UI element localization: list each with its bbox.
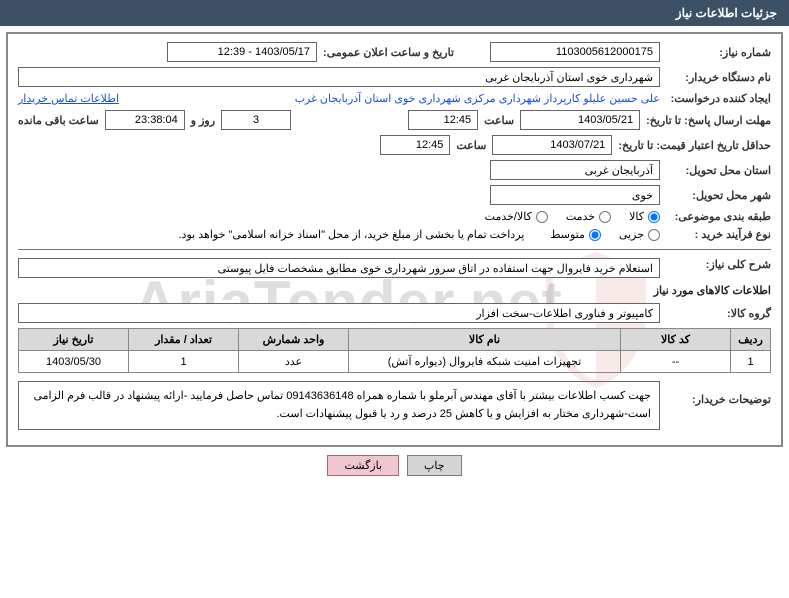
radio-medium[interactable]: متوسط <box>550 228 601 241</box>
main-panel: شماره نیاز: 1103005612000175 تاریخ و ساع… <box>6 32 783 447</box>
label-process: نوع فرآیند خرید : <box>666 228 771 241</box>
cell-code: -- <box>621 351 731 373</box>
label-need-no: شماره نیاز: <box>666 46 771 59</box>
label-hour-2: ساعت <box>456 139 486 152</box>
label-announce-dt: تاریخ و ساعت اعلان عمومی: <box>323 46 454 59</box>
label-city: شهر محل تحویل: <box>666 189 771 202</box>
label-goods-group: گروه کالا: <box>666 307 771 320</box>
radio-service[interactable]: خدمت <box>566 210 611 223</box>
field-buyer-org: شهرداری خوی استان آذربایجان غربی <box>18 67 660 87</box>
field-reply-time: 12:45 <box>408 110 478 130</box>
field-requester: علی حسین علیلو کارپرداز شهرداری مرکزی شه… <box>125 92 660 105</box>
field-city: خوی <box>490 185 660 205</box>
table-header-row: ردیف کد کالا نام کالا واحد شمارش تعداد /… <box>19 329 771 351</box>
field-goods-group: کامپیوتر و فناوری اطلاعات-سخت افزار <box>18 303 660 323</box>
field-min-valid-date: 1403/07/21 <box>492 135 612 155</box>
field-reply-date: 1403/05/21 <box>520 110 640 130</box>
label-buyer-notes: توضیحات خریدار: <box>666 381 771 406</box>
label-province: استان محل تحویل: <box>666 164 771 177</box>
process-note: پرداخت تمام یا بخشی از مبلغ خرید، از محل… <box>179 228 525 241</box>
label-category: طبقه بندی موضوعی: <box>666 210 771 223</box>
goods-info-title: اطلاعات کالاهای مورد نیاز <box>18 284 771 297</box>
radio-minor[interactable]: جزیی <box>619 228 660 241</box>
field-min-valid-time: 12:45 <box>380 135 450 155</box>
goods-table: ردیف کد کالا نام کالا واحد شمارش تعداد /… <box>18 328 771 373</box>
title-bar: جزئیات اطلاعات نیاز <box>0 0 789 26</box>
label-overall-desc: شرح کلی نیاز: <box>666 258 771 271</box>
cell-name: تجهیزات امنیت شبکه فایروال (دیواره آتش) <box>349 351 621 373</box>
th-unit: واحد شمارش <box>239 329 349 351</box>
print-button[interactable]: چاپ <box>407 455 462 476</box>
field-province: آذربایجان غربی <box>490 160 660 180</box>
field-overall-desc: استعلام خرید فایروال جهت استفاده در اتاق… <box>18 258 660 278</box>
category-radios: کالا خدمت کالا/خدمت <box>485 210 660 223</box>
buyer-notes-box: جهت کسب اطلاعات بیشتر با آقای مهندس آبرم… <box>18 381 660 430</box>
th-row: ردیف <box>731 329 771 351</box>
label-remain: ساعت باقی مانده <box>18 114 99 127</box>
process-radios: جزیی متوسط <box>550 228 660 241</box>
cell-date: 1403/05/30 <box>19 351 129 373</box>
divider-1 <box>18 249 771 250</box>
label-min-valid: حداقل تاریخ اعتبار قیمت: تا تاریخ: <box>618 139 771 152</box>
cell-qty: 1 <box>129 351 239 373</box>
back-button[interactable]: بازگشت <box>327 455 399 476</box>
label-days-and: روز و <box>191 114 215 127</box>
th-code: کد کالا <box>621 329 731 351</box>
th-qty: تعداد / مقدار <box>129 329 239 351</box>
table-row: 1 -- تجهیزات امنیت شبکه فایروال (دیواره … <box>19 351 771 373</box>
label-hour-1: ساعت <box>484 114 514 127</box>
field-announce-dt: 1403/05/17 - 12:39 <box>167 42 317 62</box>
label-reply-deadline: مهلت ارسال پاسخ: تا تاریخ: <box>646 114 771 127</box>
contact-link[interactable]: اطلاعات تماس خریدار <box>18 92 119 105</box>
radio-goods[interactable]: کالا <box>629 210 660 223</box>
field-days: 3 <box>221 110 291 130</box>
label-buyer-org: نام دستگاه خریدار: <box>666 71 771 84</box>
footer-buttons: چاپ بازگشت <box>0 455 789 476</box>
field-countdown: 23:38:04 <box>105 110 185 130</box>
cell-row: 1 <box>731 351 771 373</box>
radio-goods-service[interactable]: کالا/خدمت <box>485 210 548 223</box>
th-date: تاریخ نیاز <box>19 329 129 351</box>
th-name: نام کالا <box>349 329 621 351</box>
label-requester: ایجاد کننده درخواست: <box>666 92 771 105</box>
field-need-no: 1103005612000175 <box>490 42 660 62</box>
cell-unit: عدد <box>239 351 349 373</box>
